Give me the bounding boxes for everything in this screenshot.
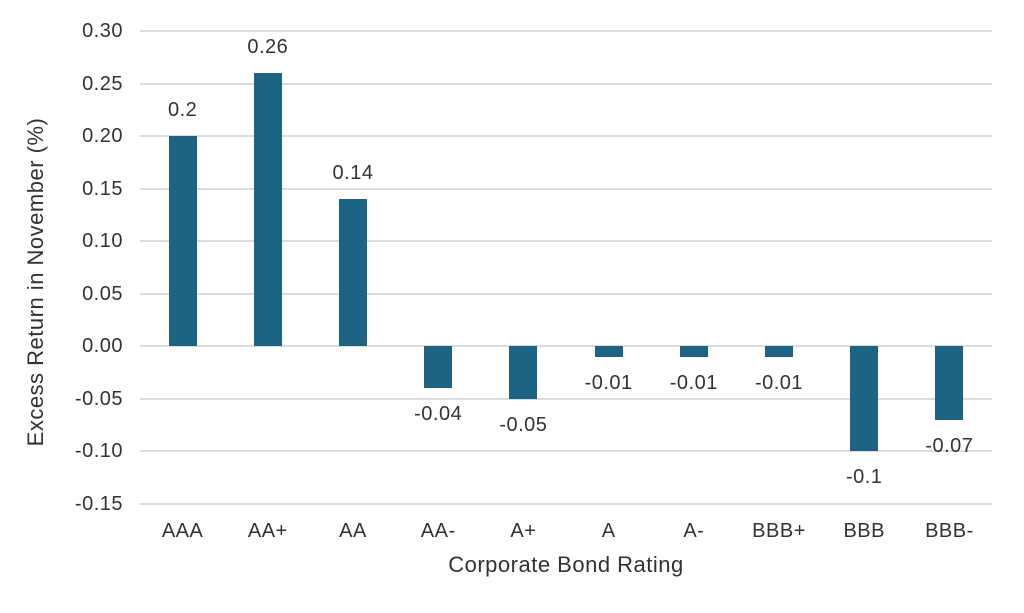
y-tick-label: 0.30 [82,20,123,42]
bar-value-label: -0.01 [584,371,633,394]
plot-area: 0.2 0.26 0.14 -0.04 -0.05 -0.01 -0.01 -0.01 -0.1… [140,30,992,505]
x-tick-label: A [601,520,616,542]
bar-value-label: 0.2 [167,99,198,122]
x-tick-label: BBB- [925,520,974,542]
bar [168,136,197,347]
bar [509,346,538,399]
x-tick-label: BBB [843,520,885,542]
y-tick-label: 0.00 [82,335,123,358]
bar-value-label: 0.26 [247,36,289,59]
bar [850,346,879,452]
y-tick-label: 0.15 [82,177,123,200]
gridline [140,503,992,505]
y-tick-label: -0.10 [74,440,123,463]
y-tick-label: 0.20 [82,125,123,148]
bar-value-label: -0.01 [754,371,804,394]
bar-value-label: -0.05 [499,413,548,436]
y-tick-label: 0.25 [82,72,123,95]
gridline [140,397,992,400]
gridline [140,240,992,243]
x-tick-label: A+ [510,520,537,542]
y-tick-label: -0.15 [74,493,123,515]
y-tick-label: 0.05 [82,282,123,305]
x-tick-label: AA- [420,520,456,542]
gridline [140,450,992,453]
bar [679,346,708,357]
bar [935,346,964,420]
bar-value-label: -0.04 [414,403,463,426]
bar [253,73,282,347]
y-axis-ticks: 0.30 0.25 0.20 0.15 0.10 0.05 0.00 -0.05 -0.10 -0… [0,20,123,515]
y-tick-label: -0.05 [74,387,123,410]
x-tick-label: AA+ [247,520,288,542]
bar-value-label: 0.14 [332,162,374,185]
bar [339,199,367,347]
bar [594,346,623,357]
gridline [140,187,992,190]
bar-value-label: -0.07 [925,434,974,457]
bar-value-label: -0.1 [845,466,883,489]
bar [765,346,793,357]
x-tick-label: BBB+ [752,520,806,542]
y-tick-label: 0.10 [82,230,123,253]
x-tick-label: AA [339,520,367,542]
gridline [140,292,992,295]
x-tick-label: AAA [161,520,204,542]
x-axis-title: Corporate Bond Rating [448,552,684,577]
gridline [140,135,992,138]
gridline [140,82,992,85]
x-tick-label: A- [683,520,705,542]
gridline [140,30,992,32]
gridline [140,345,992,348]
bar [424,346,453,389]
x-axis-ticks: AAA AA+ AA AA- A+ A A- BBB+ BBB BBB- [140,518,992,544]
bar-value-label: -0.01 [669,371,718,394]
